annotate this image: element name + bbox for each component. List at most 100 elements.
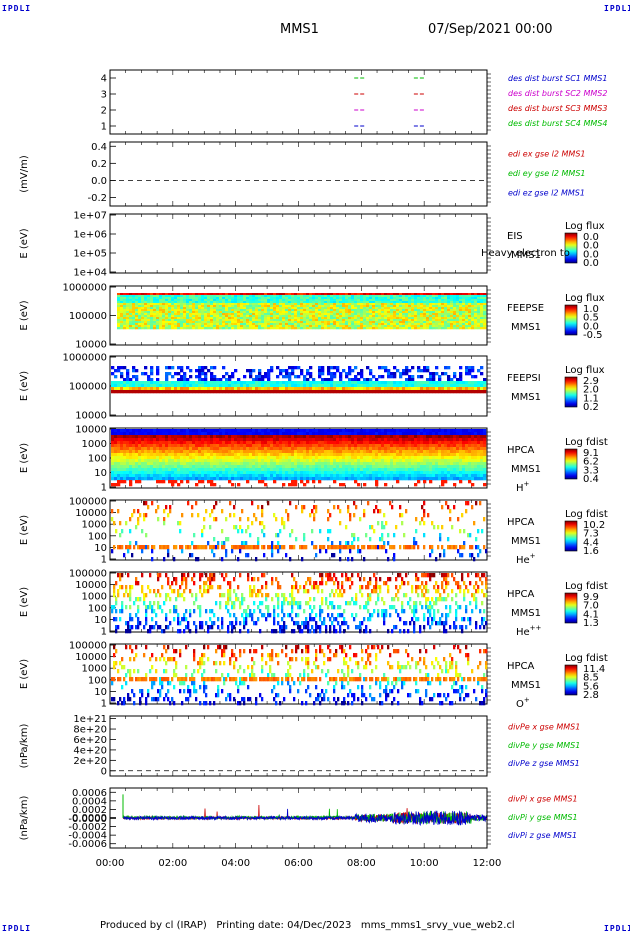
feeps-i-cell — [414, 387, 418, 391]
feeps-e-cell — [423, 299, 427, 302]
feeps-e-cell — [237, 299, 241, 302]
hpca-h-cell — [132, 441, 136, 445]
feeps-i-cell — [393, 381, 397, 385]
hpca-h-cell — [123, 438, 127, 442]
feeps-i-spectrogram — [111, 366, 487, 394]
feeps-i-cell — [360, 381, 364, 385]
feeps-i-cell — [129, 384, 133, 388]
feeps-e-cell — [228, 311, 232, 314]
feeps-i-cell — [309, 384, 313, 388]
feeps-i-cell — [288, 375, 292, 379]
hpca-h-cell — [288, 465, 292, 469]
feeps-e-cell — [408, 301, 412, 304]
hpca-h-cell — [162, 450, 166, 454]
feeps-e-cell — [312, 317, 316, 320]
feeps-e-cell — [174, 313, 178, 316]
feeps-e-cell — [120, 295, 124, 298]
feeps-e-cell — [147, 315, 151, 318]
feeps-e-instrument-label: FEEPSE — [507, 303, 544, 314]
hpca-h-cell — [180, 441, 184, 445]
hpca-h-cell — [111, 474, 115, 478]
feeps-e-cell — [273, 299, 277, 302]
hpca-h-cell — [312, 471, 316, 475]
feeps-i-cell — [129, 381, 133, 385]
hpca-h-cell — [216, 447, 220, 451]
hpca-h-cell — [345, 444, 349, 448]
feeps-i-cell — [132, 387, 136, 391]
hpca-h-cell — [171, 429, 175, 433]
feeps-e-cell — [183, 297, 187, 300]
feeps-e-cell — [264, 313, 268, 316]
feeps-e-cell — [315, 299, 319, 302]
hpca-h-cell — [141, 447, 145, 451]
hpca-h-cell — [186, 471, 190, 475]
feeps-e-cell — [480, 321, 484, 324]
feeps-i-cell — [321, 378, 325, 382]
feeps-e-cell — [366, 307, 370, 310]
feeps-e-cell — [474, 315, 478, 318]
feeps-i-cell — [258, 369, 262, 373]
feeps-e-cell — [252, 323, 256, 326]
feeps-i-cell — [465, 384, 469, 388]
feeps-e-cell — [435, 317, 439, 320]
feeps-e-cell — [324, 299, 328, 302]
feeps-i-cell — [336, 387, 340, 391]
hpca-h-cell — [354, 477, 358, 481]
feeps-e-cell — [270, 319, 274, 322]
feeps-i-cell — [456, 384, 460, 388]
feeps-e-cell — [126, 295, 130, 298]
feeps-e-cell — [411, 313, 415, 316]
hpca-h-cell — [285, 474, 289, 478]
feeps-e-cell — [291, 305, 295, 308]
feeps-e-cell — [324, 309, 328, 312]
feeps-e-cell — [330, 301, 334, 304]
feeps-e-cell — [336, 317, 340, 320]
feeps-e-cell — [360, 301, 364, 304]
feeps-i-cell — [288, 372, 292, 376]
feeps-i-cell — [432, 375, 436, 379]
feeps-e-cell — [282, 315, 286, 318]
hpca-h-cell — [291, 429, 295, 433]
hpca-h-cell — [213, 468, 217, 472]
feeps-i-cell — [129, 387, 133, 391]
hpca-h-cell — [339, 441, 343, 445]
feeps-i-cell — [435, 366, 439, 370]
hpca-h-cell — [159, 468, 163, 472]
feeps-e-cell — [303, 303, 307, 306]
hpca-h-cell — [360, 477, 364, 481]
hpca-h-cell — [357, 432, 361, 436]
edi-ytick-label: -0.2 — [87, 193, 107, 204]
feeps-e-cell — [126, 315, 130, 318]
hpca-h-cell — [252, 438, 256, 442]
feeps-e-cell — [384, 295, 388, 298]
feeps-e-cell — [141, 323, 145, 326]
feeps-e-cell — [246, 305, 250, 308]
hpca-h-cell — [234, 435, 238, 439]
feeps-e-cell — [117, 323, 121, 326]
hpca-h-cell — [246, 435, 250, 439]
feeps-e-cell — [429, 307, 433, 310]
hpca-h-cell — [186, 441, 190, 445]
hpca-h-cell — [120, 471, 124, 475]
feeps-e-cell — [420, 313, 424, 316]
feeps-i-cell — [384, 390, 388, 394]
feeps-e-cell — [279, 295, 283, 298]
feeps-e-cell — [339, 301, 343, 304]
hpca-h-cell — [219, 459, 223, 463]
hpca-h-cell — [237, 465, 241, 469]
feeps-e-cbar-tick: 0.5 — [583, 313, 599, 324]
hpca-h-cell — [240, 462, 244, 466]
feeps-e-cell — [474, 311, 478, 314]
hpca-h-cell — [282, 444, 286, 448]
hpca-h-cell — [285, 477, 289, 481]
feeps-i-cell — [363, 381, 367, 385]
hpca-h-cell — [255, 432, 259, 436]
feeps-i-cell — [432, 381, 436, 385]
hpca-h-cell — [216, 453, 220, 457]
feeps-e-cell — [402, 297, 406, 300]
feeps-e-cell — [165, 311, 169, 314]
hpca-h-cell — [156, 444, 160, 448]
hpca-h-cell — [159, 465, 163, 469]
hpca-h-cell — [324, 432, 328, 436]
